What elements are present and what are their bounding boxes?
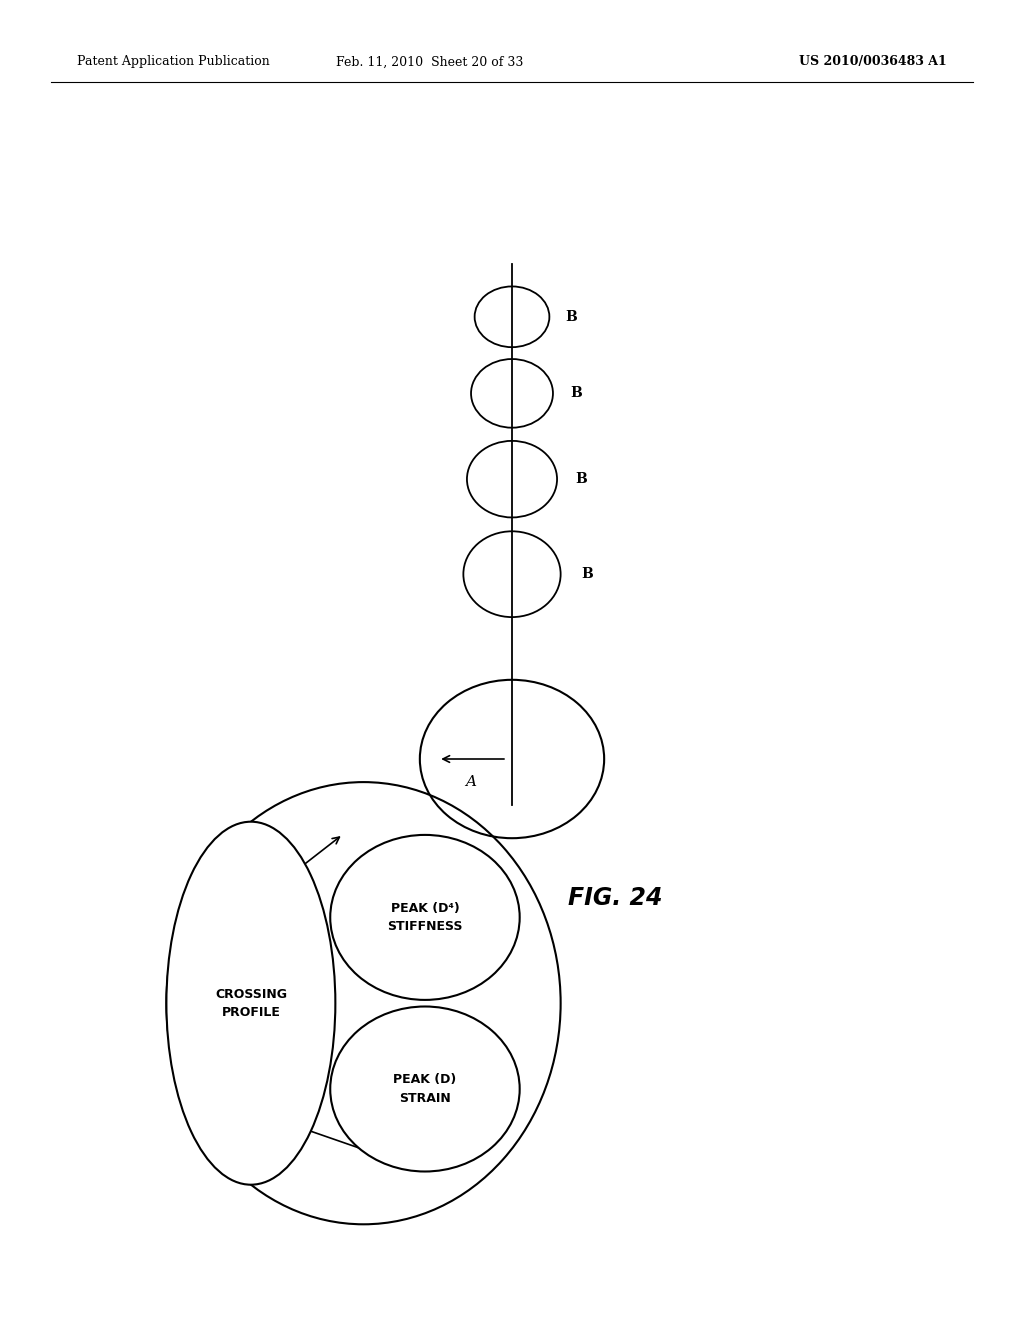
Text: B: B bbox=[575, 473, 587, 486]
Text: US 2010/0036483 A1: US 2010/0036483 A1 bbox=[800, 55, 947, 69]
Ellipse shape bbox=[166, 821, 336, 1185]
Text: Feb. 11, 2010  Sheet 20 of 33: Feb. 11, 2010 Sheet 20 of 33 bbox=[337, 55, 523, 69]
Ellipse shape bbox=[330, 1006, 519, 1172]
Text: Patent Application Publication: Patent Application Publication bbox=[77, 55, 269, 69]
Text: B: B bbox=[570, 387, 582, 400]
Text: CROSSING
PROFILE: CROSSING PROFILE bbox=[215, 987, 287, 1019]
Text: FIG. 24: FIG. 24 bbox=[568, 886, 663, 909]
Text: PEAK (D⁴)
STIFFNESS: PEAK (D⁴) STIFFNESS bbox=[387, 902, 463, 933]
Ellipse shape bbox=[330, 836, 519, 1001]
Text: A: A bbox=[466, 775, 476, 789]
Text: B: B bbox=[582, 568, 593, 581]
Text: B: B bbox=[565, 310, 577, 323]
Text: PEAK (D)
STRAIN: PEAK (D) STRAIN bbox=[393, 1073, 457, 1105]
